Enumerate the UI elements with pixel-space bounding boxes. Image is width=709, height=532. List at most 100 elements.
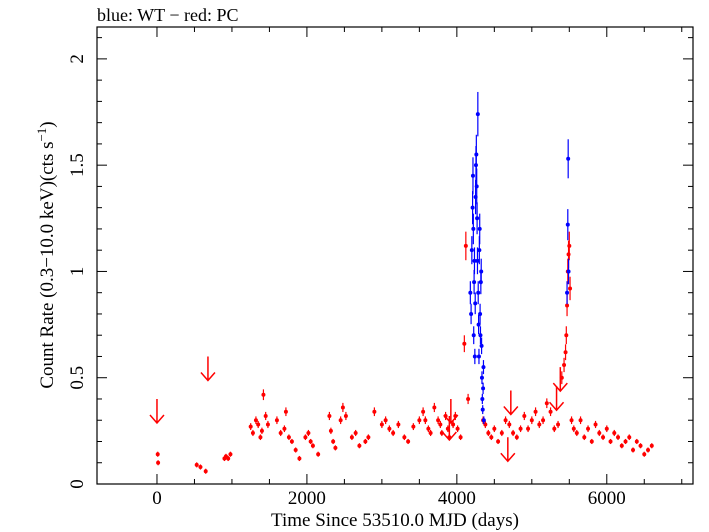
data-point: [471, 226, 476, 231]
data-point: [310, 443, 315, 448]
data-point: [194, 462, 199, 467]
data-point: [634, 439, 639, 444]
data-point: [469, 248, 474, 253]
data-point: [564, 333, 569, 338]
data-point: [638, 443, 643, 448]
data-point: [423, 418, 428, 423]
data-point: [499, 430, 504, 435]
data-point: [333, 445, 338, 450]
data-point: [627, 435, 632, 440]
data-point: [447, 435, 452, 440]
data-point: [391, 430, 396, 435]
y-tick-label: 2: [67, 54, 88, 64]
data-point: [473, 301, 478, 306]
data-point: [569, 418, 574, 423]
y-axis-title-sup: −1: [34, 128, 49, 142]
data-point: [156, 460, 161, 465]
x-tick-label: 0: [152, 488, 162, 509]
data-point: [568, 286, 573, 291]
data-point: [432, 405, 437, 410]
upper-limit-arrow: [503, 390, 519, 416]
data-point: [518, 426, 523, 431]
data-point: [489, 435, 494, 440]
x-tick-label: 2000: [288, 488, 326, 509]
data-point: [458, 435, 463, 440]
data-point: [417, 418, 422, 423]
data-point: [562, 362, 567, 367]
data-point: [353, 430, 358, 435]
data-point: [289, 439, 294, 444]
data-point: [608, 439, 613, 444]
data-point: [451, 422, 456, 427]
data-point: [479, 375, 484, 380]
data-point: [477, 226, 482, 231]
data-point: [474, 184, 479, 189]
data-point: [597, 430, 602, 435]
data-point: [297, 456, 302, 461]
data-point: [357, 443, 362, 448]
data-point: [589, 439, 594, 444]
data-point: [474, 152, 479, 157]
y-tick-label: 0: [67, 479, 88, 489]
data-point: [308, 439, 313, 444]
data-point: [565, 222, 570, 227]
data-point: [316, 452, 321, 457]
data-point: [481, 386, 486, 391]
data-point: [198, 464, 203, 469]
data-point: [646, 447, 651, 452]
data-point: [331, 439, 336, 444]
data-point: [455, 426, 460, 431]
data-point: [479, 269, 484, 274]
y-axis-title-end: ): [37, 121, 58, 127]
data-point: [472, 354, 477, 359]
data-point: [462, 341, 467, 346]
chart-title: blue: WT − red: PC: [97, 5, 238, 25]
data-point: [274, 418, 279, 423]
data-point: [566, 252, 571, 257]
data-point: [475, 112, 480, 117]
data-point: [642, 452, 647, 457]
upper-limit-arrow: [200, 356, 216, 382]
data-point: [363, 439, 368, 444]
data-point: [565, 303, 570, 308]
data-point: [261, 392, 266, 397]
data-point: [155, 452, 160, 457]
data-point: [574, 430, 579, 435]
data-point: [478, 311, 483, 316]
data-point: [469, 311, 474, 316]
y-axis-title-main: Count Rate (0.3−10.0 keV)(cts s: [37, 142, 58, 389]
wt-series: [468, 91, 571, 425]
data-point: [567, 243, 572, 248]
y-tick-label: 1: [67, 267, 88, 277]
data-point: [552, 426, 557, 431]
data-point: [306, 430, 311, 435]
data-point: [479, 343, 484, 348]
data-point: [443, 413, 448, 418]
data-point: [428, 430, 433, 435]
data-point: [256, 422, 261, 427]
data-point: [559, 375, 564, 380]
data-point: [411, 424, 416, 429]
data-point: [604, 426, 609, 431]
data-point: [396, 422, 401, 427]
data-point: [226, 456, 231, 461]
data-point: [253, 418, 258, 423]
data-point: [480, 396, 485, 401]
data-point: [476, 290, 481, 295]
data-point: [526, 426, 531, 431]
data-point: [327, 413, 332, 418]
y-axis-title: Count Rate (0.3−10.0 keV)(cts s−1): [34, 121, 58, 388]
data-point: [383, 418, 388, 423]
data-point: [372, 409, 377, 414]
data-point: [259, 428, 264, 433]
data-point: [445, 426, 450, 431]
data-point: [472, 280, 477, 285]
data-point: [478, 333, 483, 338]
y-tick-label: 0.5: [67, 366, 88, 390]
data-point: [565, 290, 570, 295]
data-point: [476, 354, 481, 359]
data-point: [548, 409, 553, 414]
data-point: [387, 426, 392, 431]
data-point: [541, 418, 546, 423]
data-point: [421, 409, 426, 414]
